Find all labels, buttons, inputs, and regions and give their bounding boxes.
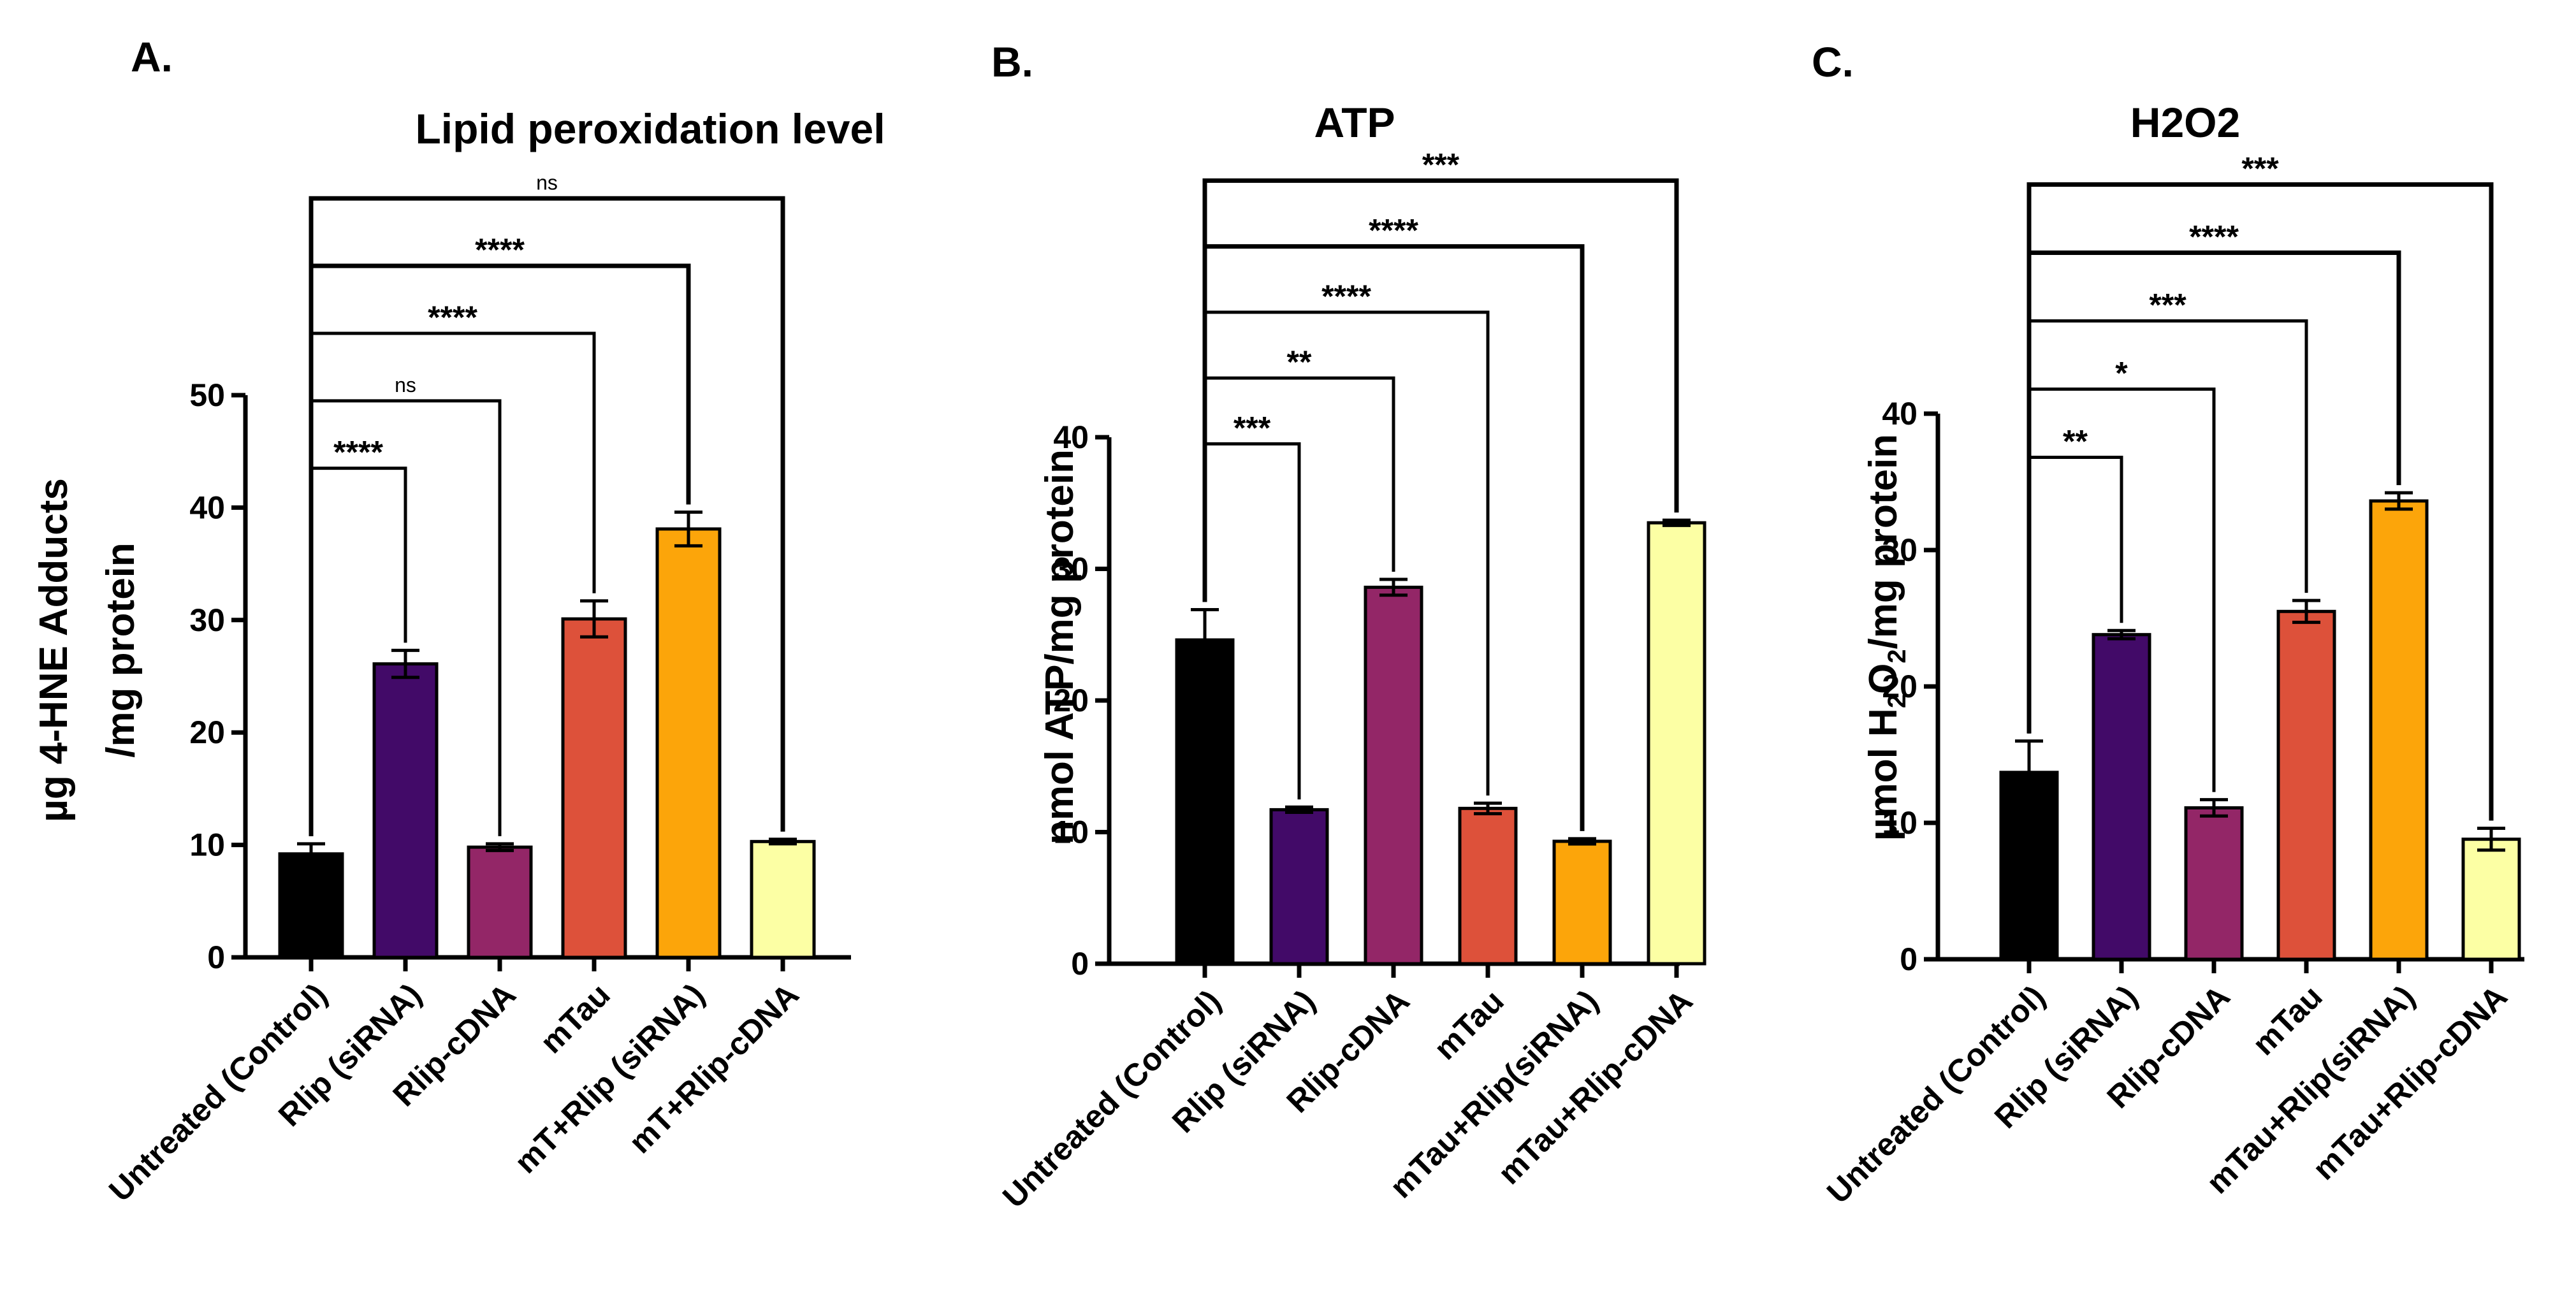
y-axis-label: µmol H2O2/mg protein: [1861, 434, 1911, 841]
panel-letter: A.: [131, 33, 173, 80]
significance-label: ****: [2189, 219, 2239, 254]
significance-label: ***: [1233, 410, 1271, 446]
y-tick-label: 40: [1053, 419, 1089, 455]
y-axis-label: nmol ATP/mg protein: [1038, 449, 1082, 845]
bar: [2092, 633, 2151, 961]
x-tick-label: mTau: [534, 976, 617, 1060]
error-bar: [769, 838, 797, 846]
significance-bracket: [1202, 178, 1679, 602]
y-tick-label: 30: [1882, 532, 1917, 568]
bar: [278, 852, 344, 959]
error-bar: [391, 648, 419, 679]
significance-label: ****: [1369, 213, 1418, 249]
bar: [1364, 585, 1423, 966]
significance-label: **: [1287, 344, 1312, 380]
bar: [2369, 499, 2429, 961]
bar: [1175, 638, 1235, 966]
y-tick-label: 30: [189, 602, 225, 638]
chart-title: H2O2: [2130, 99, 2240, 146]
y-tick-label: 30: [1053, 551, 1089, 587]
y-axis-label-line2: /mg protein: [99, 542, 143, 758]
significance-bracket: [2027, 319, 2308, 734]
significance-label: *: [2115, 355, 2128, 391]
error-bar: [2477, 827, 2505, 852]
y-tick-label: 0: [1900, 941, 1917, 977]
bar: [1269, 808, 1329, 966]
bar: [2276, 609, 2336, 961]
error-bar: [580, 599, 608, 639]
significance-label: ***: [1422, 147, 1460, 182]
bar: [2184, 806, 2244, 961]
y-tick-label: 0: [1071, 946, 1089, 982]
significance-bracket: [309, 196, 785, 836]
error-bar: [1568, 837, 1596, 846]
y-tick-label: 40: [189, 490, 225, 525]
error-bar: [486, 842, 514, 852]
panel-letter: C.: [1812, 38, 1854, 85]
bar: [1552, 839, 1612, 966]
y-tick-label: 20: [1882, 669, 1917, 704]
bar: [2461, 838, 2521, 961]
error-bar: [2015, 739, 2043, 806]
significance-label: ns: [536, 171, 558, 194]
bar: [372, 662, 439, 959]
bar: [1647, 521, 1706, 966]
error-bar: [674, 510, 702, 548]
y-tick-label: 10: [189, 827, 225, 863]
significance-label: ns: [395, 374, 416, 396]
x-tick-label: mT+Rlip-cDNA: [622, 976, 806, 1160]
significance-bracket: [309, 331, 596, 836]
panel-1: A. Lipid peroxidation level µg 4-HNE Adduc…: [32, 33, 885, 1208]
significance-label: ****: [428, 300, 477, 335]
chart-title: ATP: [1314, 99, 1395, 146]
y-tick-label: 0: [207, 939, 225, 975]
error-bar: [1191, 608, 1219, 672]
y-tick-label: 20: [189, 715, 225, 750]
significance-label: **: [2063, 423, 2088, 459]
error-bar: [1663, 518, 1691, 527]
error-bar: [2200, 798, 2228, 818]
bar: [561, 617, 627, 959]
error-bar: [2385, 491, 2413, 511]
y-tick-label: 20: [1053, 683, 1089, 718]
bar: [467, 845, 533, 959]
significance-bracket: [2027, 182, 2494, 821]
significance-label: ****: [333, 435, 383, 470]
error-bar: [1285, 805, 1313, 815]
y-tick-label: 40: [1882, 396, 1917, 432]
panel-letter: B.: [991, 38, 1033, 85]
y-tick-label: 50: [189, 377, 225, 413]
significance-label: ****: [475, 232, 525, 268]
bar: [1458, 806, 1518, 966]
x-tick-label: mTau: [1427, 983, 1511, 1066]
significance-bracket: [1203, 310, 1490, 796]
y-axis-label: µg 4-HNE Adducts: [32, 478, 76, 822]
y-tick-label: 10: [1882, 805, 1917, 841]
error-bar: [2292, 598, 2320, 624]
error-bar: [1379, 577, 1408, 597]
significance-label: ****: [1321, 279, 1371, 314]
error-bar: [2107, 628, 2136, 641]
significance-label: ***: [2149, 287, 2187, 323]
significance-label: ***: [2241, 150, 2279, 186]
bar: [655, 527, 722, 959]
bar: [750, 839, 816, 959]
error-bar: [297, 842, 325, 866]
y-tick-label: 10: [1053, 815, 1089, 850]
chart-title: Lipid peroxidation level: [415, 105, 885, 152]
error-bar: [1474, 801, 1502, 816]
x-tick-label: mTau: [2246, 978, 2329, 1062]
